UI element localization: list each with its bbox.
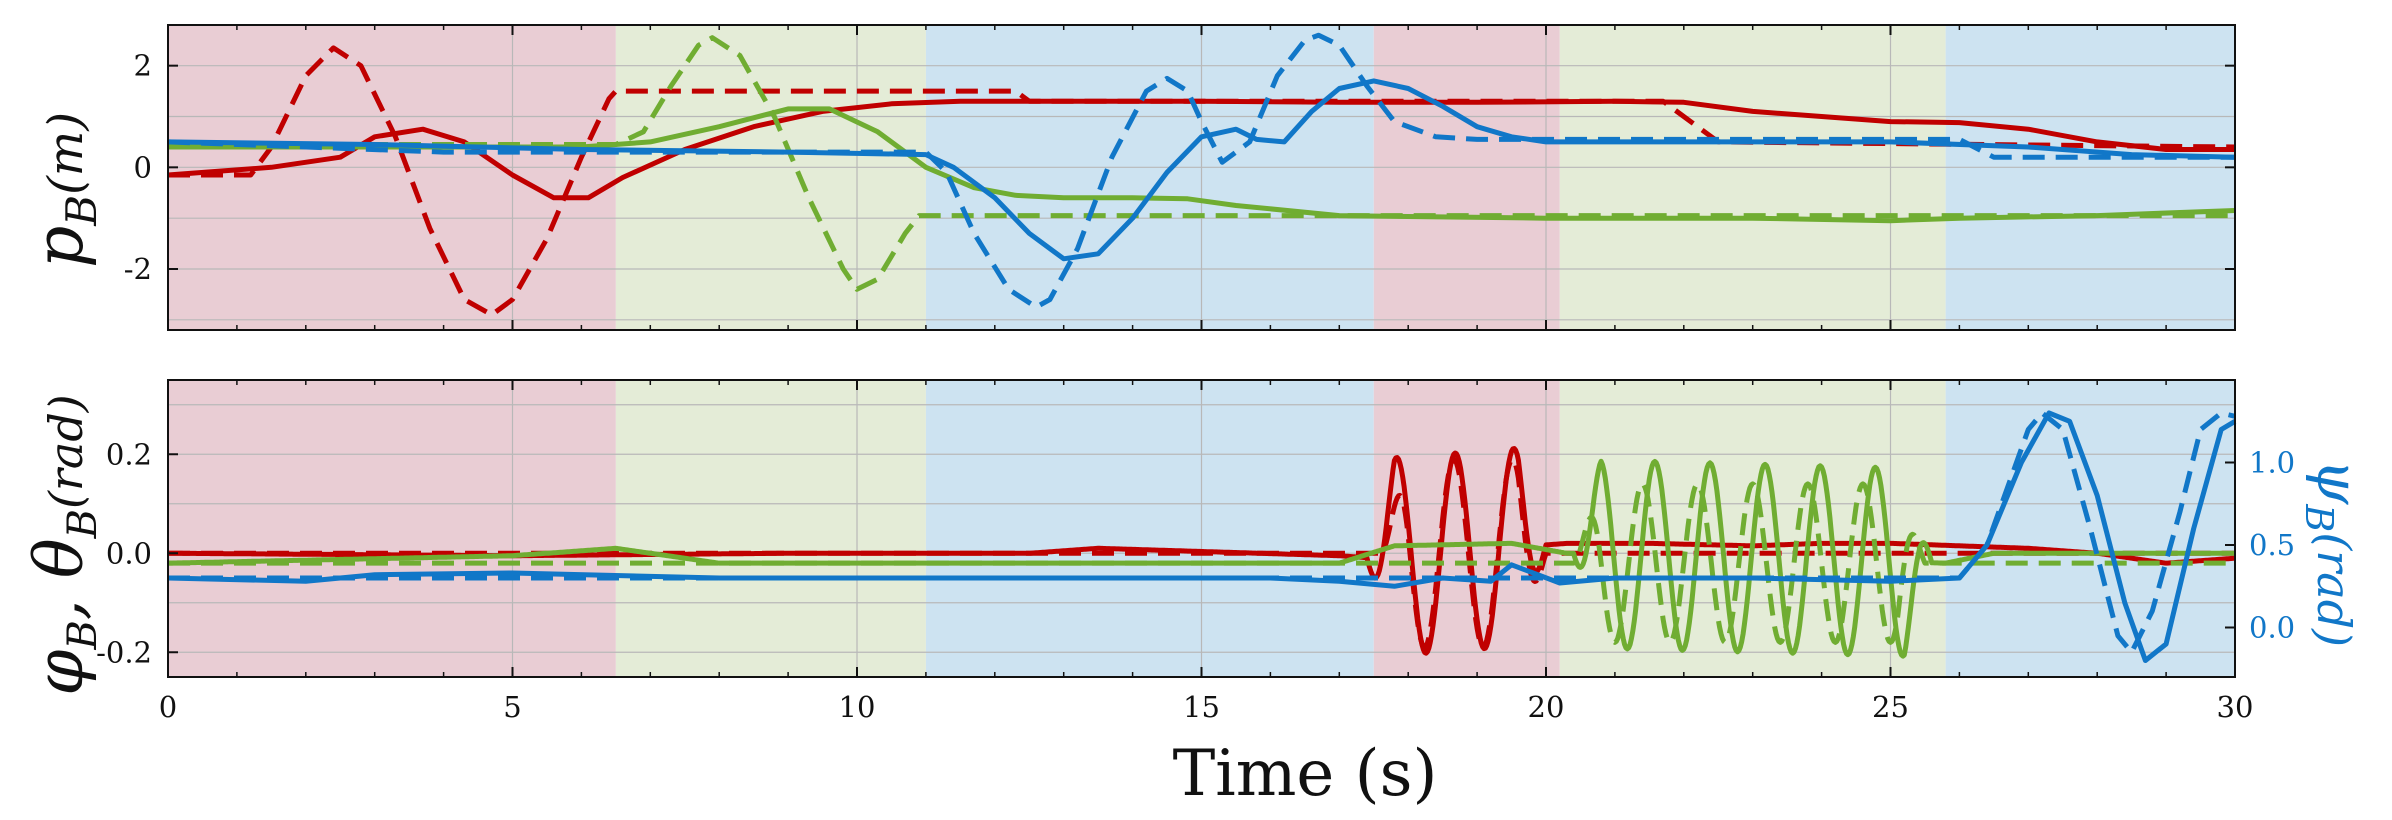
y-tick-label: 0 <box>134 150 152 184</box>
top-y-axis-label: pB(m) <box>21 112 106 268</box>
x-tick-label: 25 <box>1872 690 1909 724</box>
y-tick-label: -0.2 <box>96 635 152 669</box>
top-series-group <box>167 32 2236 318</box>
top-y-tick-labels: -2 0 2 <box>124 49 152 286</box>
bottom-x-tick-labels: 0 5 10 15 20 25 30 <box>159 690 2254 724</box>
bottom-panel: -0.2 0.0 0.2 0.0 0.5 1.0 0 5 10 15 20 25 30 φB, θB… <box>21 379 2372 811</box>
bottom-y-tick-labels: -0.2 0.0 0.2 <box>96 437 152 669</box>
background-band-3 <box>925 25 1374 330</box>
series-x-solid-line <box>167 98 2235 201</box>
y-tick-label: 0.2 <box>106 437 152 471</box>
bottom-y-axis-label: φB, θB(rad) <box>21 394 106 696</box>
background-band-1 <box>168 380 616 677</box>
y-tick-label: -2 <box>124 252 152 286</box>
x-tick-label: 30 <box>2217 690 2254 724</box>
background-band-5 <box>1559 25 1946 330</box>
background-band-6 <box>1945 25 2235 330</box>
background-band-2 <box>615 25 926 330</box>
x-axis-label: Time (s) <box>1173 737 1438 811</box>
y-tick-label: 2 <box>134 49 152 83</box>
series-y-dashed-line <box>168 35 2235 292</box>
bottom-right-y-axis-label: ψB(rad) <box>2297 459 2372 647</box>
x-tick-label: 15 <box>1183 690 1220 724</box>
top-frame <box>167 24 2236 331</box>
bottom-series-group <box>166 410 2237 663</box>
background-band-2 <box>615 380 926 677</box>
series-y-solid-line <box>168 106 2236 224</box>
series-z-solid-line <box>167 410 2237 663</box>
x-tick-label: 0 <box>159 690 177 724</box>
top-background-bands <box>168 25 2235 330</box>
top-panel: -2 0 2 pB(m) <box>21 24 2236 331</box>
y-tick-label: 0.0 <box>106 536 152 570</box>
right-y-tick-label: 0.5 <box>2249 528 2295 562</box>
bottom-right-y-tick-labels: 0.0 0.5 1.0 <box>2249 446 2295 645</box>
x-tick-label: 5 <box>503 690 521 724</box>
right-y-tick-label: 0.0 <box>2249 611 2295 645</box>
right-y-tick-label: 1.0 <box>2249 446 2295 480</box>
x-tick-label: 10 <box>839 690 876 724</box>
bottom-background-bands <box>168 380 2235 677</box>
x-tick-label: 20 <box>1528 690 1565 724</box>
background-band-3 <box>925 380 1374 677</box>
bottom-frame <box>167 379 2236 678</box>
background-band-4 <box>1373 25 1560 330</box>
series-z-solid-line <box>167 78 2236 262</box>
